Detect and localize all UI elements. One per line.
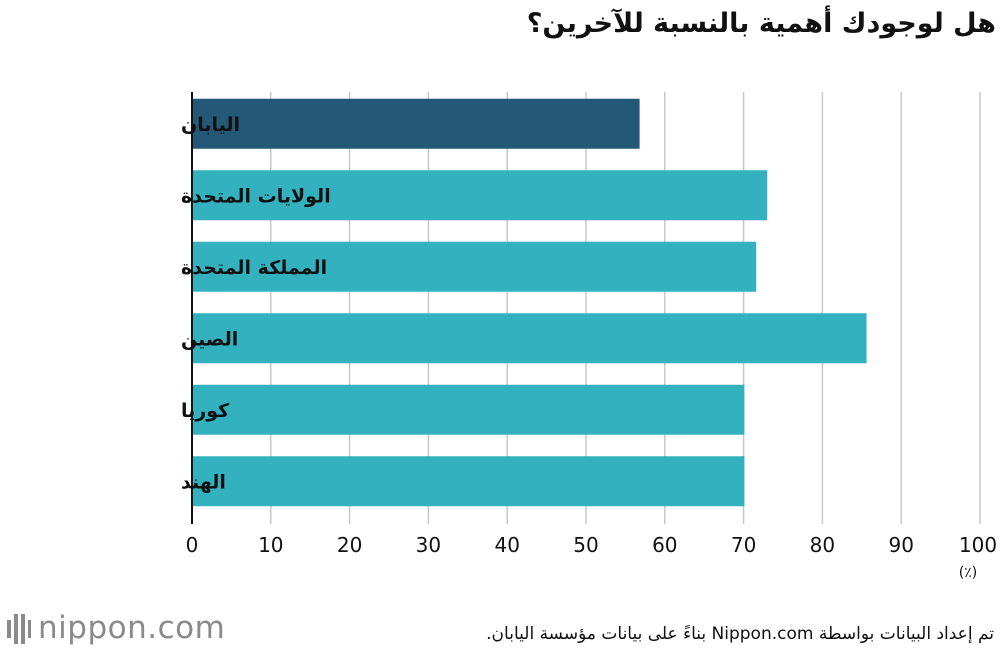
- bar: [192, 313, 867, 364]
- x-tick-label: 60: [652, 533, 677, 557]
- chart-title: هل لوجودك أهمية بالنسبة للآخرين؟: [526, 8, 996, 39]
- x-tick-label: 70: [731, 533, 756, 557]
- bar: [192, 241, 757, 292]
- category-label: كوريا: [181, 400, 230, 422]
- x-tick-label: 80: [810, 533, 835, 557]
- x-tick-label: 100: [959, 533, 997, 557]
- bar: [192, 456, 745, 507]
- x-tick-label: 40: [494, 533, 519, 557]
- bar: [192, 98, 640, 149]
- x-tick-label: 20: [337, 533, 362, 557]
- logo-text: nippon.com: [38, 610, 226, 646]
- x-tick-label: 0: [186, 533, 199, 557]
- bar-chart: اليابان الولايات المتحدة المملكة المتحدة ال…: [181, 92, 997, 581]
- bar: [192, 170, 768, 221]
- category-label: اليابان: [181, 114, 240, 136]
- x-tick-label: 10: [258, 533, 283, 557]
- x-tick-label: 50: [573, 533, 598, 557]
- source-note: تم إعداد البيانات بواسطة Nippon.com بناء…: [486, 624, 994, 644]
- bar: [192, 384, 745, 435]
- gridlines: [270, 92, 981, 524]
- category-label: الهند: [181, 471, 226, 493]
- category-label: الولايات المتحدة: [181, 185, 331, 207]
- category-label: المملكة المتحدة: [181, 257, 327, 279]
- x-tick-label: 90: [888, 533, 913, 557]
- nippon-logo-icon: [7, 614, 31, 644]
- tick-labels: 0 10 20 30 40 50 60 70 80 90 100: [186, 533, 997, 557]
- category-label: الصين: [181, 328, 238, 350]
- x-tick-label: 30: [416, 533, 441, 557]
- unit-label: (٪): [959, 565, 977, 581]
- nippon-logo: nippon.com: [6, 606, 225, 650]
- category-labels: اليابان الولايات المتحدة المملكة المتحدة ال…: [181, 114, 331, 494]
- bars: [192, 98, 867, 507]
